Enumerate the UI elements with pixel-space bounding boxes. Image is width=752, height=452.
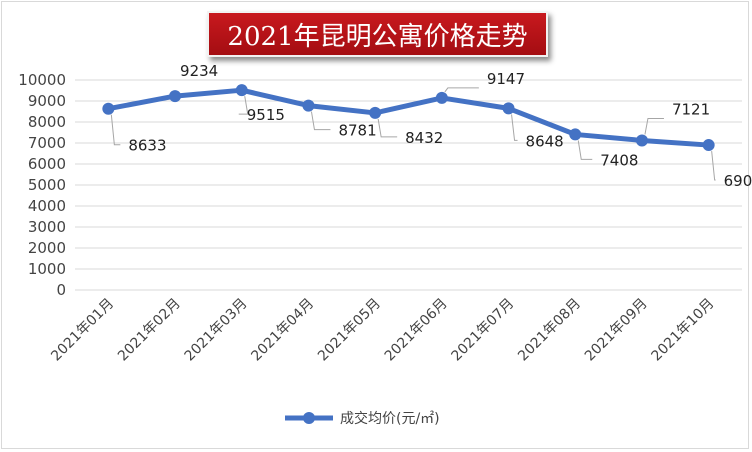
- legend-label: 成交均价(元/㎡): [340, 410, 440, 427]
- y-tick-label: 7000: [28, 134, 66, 152]
- data-label: 8648: [526, 132, 564, 150]
- legend-point-marker: [303, 412, 315, 424]
- data-point: [302, 99, 315, 112]
- y-tick-label: 8000: [28, 113, 66, 131]
- data-point: [435, 91, 448, 104]
- data-label: 7121: [672, 100, 710, 118]
- x-tick-label: 2021年07月: [448, 296, 517, 365]
- y-tick-label: 1000: [28, 260, 66, 278]
- data-label-leader: [238, 96, 249, 115]
- x-tick-label: 2021年02月: [115, 296, 184, 365]
- data-label: 8432: [405, 129, 443, 147]
- x-tick-label: 2021年03月: [182, 296, 251, 365]
- data-label: 8633: [128, 137, 166, 155]
- data-label: 6902: [724, 172, 752, 190]
- data-point: [169, 90, 182, 103]
- y-tick-label: 9000: [28, 92, 66, 110]
- series-line: [105, 87, 712, 148]
- data-label-leader: [711, 151, 716, 181]
- legend: 成交均价(元/㎡): [285, 410, 440, 427]
- data-label: 7408: [600, 151, 638, 169]
- data-label-leader: [377, 118, 398, 138]
- data-label-leader: [644, 117, 664, 135]
- y-tick-label: 10000: [18, 71, 66, 89]
- data-point: [369, 106, 382, 119]
- x-tick-label: 2021年04月: [248, 296, 317, 365]
- y-tick-label: 0: [56, 281, 66, 299]
- x-tick-label: 2021年10月: [649, 296, 718, 365]
- y-tick-label: 5000: [28, 176, 66, 194]
- x-tick-label: 2021年09月: [582, 296, 651, 365]
- y-tick-label: 3000: [28, 218, 66, 236]
- data-label-leader: [511, 114, 518, 141]
- x-tick-label: 2021年01月: [48, 296, 117, 365]
- y-tick-label: 4000: [28, 197, 66, 215]
- data-point: [502, 102, 515, 115]
- x-tick-label: 2021年08月: [515, 296, 584, 365]
- x-tick-label: 2021年05月: [315, 296, 384, 365]
- chart-title: 2021年昆明公寓价格走势: [207, 11, 548, 57]
- data-label-leader: [110, 114, 121, 146]
- data-label-leader: [577, 140, 593, 160]
- data-point: [235, 84, 248, 97]
- y-tick-label: 6000: [28, 155, 66, 173]
- data-point: [569, 128, 582, 141]
- data-label: 9515: [247, 106, 285, 124]
- data-point: [702, 139, 715, 152]
- data-point: [102, 102, 115, 115]
- data-label-leader: [444, 87, 479, 93]
- data-label: 8781: [338, 122, 376, 140]
- x-tick-label: 2021年06月: [382, 296, 451, 365]
- y-tick-label: 2000: [28, 239, 66, 257]
- data-label: 9147: [487, 70, 525, 88]
- data-point: [635, 134, 648, 147]
- data-label: 9234: [180, 62, 218, 80]
- data-label-leader: [310, 111, 331, 131]
